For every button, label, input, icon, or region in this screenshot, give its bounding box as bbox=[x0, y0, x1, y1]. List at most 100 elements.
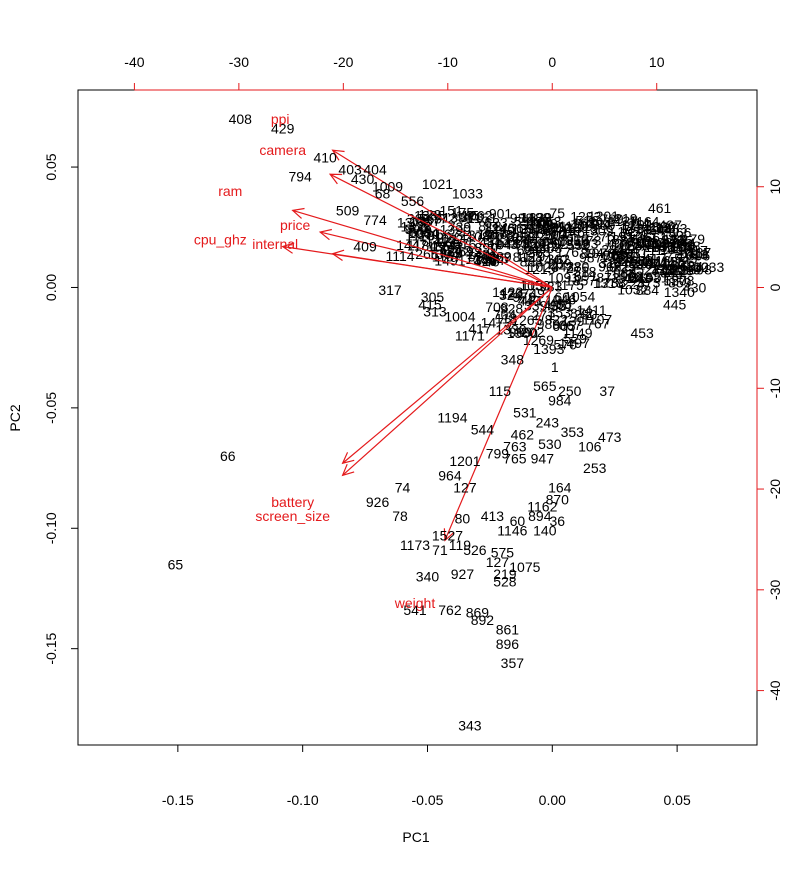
overplot-label: 987 bbox=[579, 249, 603, 265]
loading-arrowhead-ram bbox=[291, 207, 305, 219]
overplot-label: 1110 bbox=[405, 228, 434, 244]
overplot-label: 1013 bbox=[677, 247, 708, 263]
point-label: 80 bbox=[455, 511, 471, 527]
overplot-label: 989 bbox=[537, 316, 561, 332]
overplot-label: 485 bbox=[527, 214, 551, 230]
overplot-label: 851 bbox=[652, 239, 676, 255]
overplot-label: 872 bbox=[570, 305, 594, 321]
right-axis: -40 -30 -20 -10 0 10 bbox=[756, 179, 783, 701]
overplot-label: 1100 bbox=[631, 257, 661, 273]
overplot-label: 314 bbox=[599, 255, 623, 271]
loading-arrow-internal bbox=[332, 253, 553, 289]
loading-arrow-price bbox=[320, 231, 553, 289]
top-tick-label: -10 bbox=[438, 54, 458, 70]
overplot-label: 909 bbox=[620, 268, 644, 284]
overplot-label: 678 bbox=[490, 227, 514, 243]
overplot-label: 1381 bbox=[600, 249, 631, 265]
overplot-label: 623 bbox=[484, 214, 508, 230]
overplot-label: 1464 bbox=[473, 252, 504, 268]
point-label: 115 bbox=[489, 383, 512, 399]
overplot-label: 120 bbox=[499, 286, 523, 302]
point-label: 413 bbox=[481, 508, 505, 524]
overplot-label: 914 bbox=[627, 215, 651, 231]
overplot-label: 370 bbox=[416, 226, 440, 242]
y-axis-title: PC2 bbox=[7, 404, 23, 431]
loading-label-ram: ram bbox=[218, 183, 242, 199]
overplot-label: 1117 bbox=[649, 219, 678, 235]
loading-labels: ppi camera ram price cpu_ghz internal batterys… bbox=[194, 111, 436, 611]
overplot-label: 1217 bbox=[606, 259, 637, 275]
point-label: 462 bbox=[511, 426, 535, 442]
overplot-label: 757 bbox=[603, 248, 627, 264]
overplot-label: 268 bbox=[648, 221, 672, 237]
overplot-label: 1147 bbox=[604, 266, 634, 282]
overplot-label: 989 bbox=[509, 324, 533, 340]
overplot-label: 1120 bbox=[559, 218, 589, 234]
overplot-label: 708 bbox=[485, 299, 509, 315]
overplot-label: 923 bbox=[662, 235, 686, 251]
overplot-label: 118 bbox=[495, 310, 518, 326]
overplot-label: 971 bbox=[661, 232, 685, 248]
overplot-label: 1318 bbox=[593, 275, 624, 291]
overplot-label: 139 bbox=[561, 313, 585, 329]
overplot-label: 1080 bbox=[531, 235, 562, 251]
point-label: 869 bbox=[466, 605, 490, 621]
overplot-label: 812 bbox=[513, 249, 537, 265]
overplot-label: 424 bbox=[607, 236, 631, 252]
point-label: 127 bbox=[453, 479, 477, 495]
overplot-label: 928 bbox=[500, 301, 524, 317]
point-label: 1300 bbox=[507, 325, 538, 341]
overplot-label: 142 bbox=[662, 262, 686, 278]
overplot-label: 1215 bbox=[524, 261, 555, 277]
overplot-label: 858 bbox=[511, 230, 535, 246]
loading-arrowhead-screen-size bbox=[341, 463, 355, 477]
overplot-label: 850 bbox=[548, 220, 572, 236]
overplot-label: 1091 bbox=[511, 221, 542, 237]
point-label: 1114 bbox=[385, 248, 414, 264]
overplot-label: 102 bbox=[686, 259, 710, 275]
point-label: 1075 bbox=[509, 559, 540, 575]
overplot-label: 557 bbox=[664, 273, 688, 289]
point-label: 243 bbox=[536, 414, 560, 430]
overplot-label: 472 bbox=[408, 218, 432, 234]
overplot-label: 693 bbox=[458, 244, 482, 260]
overplot-label: 239 bbox=[548, 256, 572, 272]
y-tick-label: 0.05 bbox=[43, 153, 59, 180]
overplot-label: 443 bbox=[518, 293, 542, 309]
point-label: 947 bbox=[531, 450, 555, 466]
overplot-label: 206 bbox=[508, 228, 532, 244]
overplot-label: 1179 bbox=[405, 227, 435, 243]
overplot-label: 179 bbox=[682, 231, 706, 247]
overplot-label: 1208 bbox=[663, 272, 694, 288]
overplot-label: 1070 bbox=[584, 245, 615, 261]
overplot-label: 694 bbox=[517, 242, 541, 258]
point-label: 340 bbox=[416, 568, 440, 584]
top-tick-label: -40 bbox=[124, 54, 144, 70]
loading-arrow-ram bbox=[292, 209, 553, 289]
overplot-label: 441 bbox=[660, 254, 684, 270]
overplot-label: 283 bbox=[527, 244, 551, 260]
overplot-label: 499 bbox=[672, 237, 696, 253]
overplot-label: 943 bbox=[495, 236, 519, 252]
overplot-label: 944 bbox=[672, 235, 696, 251]
top-tick-label: 0 bbox=[548, 54, 556, 70]
point-label: 530 bbox=[538, 436, 562, 452]
y-tick-label: -0.15 bbox=[43, 633, 59, 665]
overplot-label: 1006 bbox=[636, 235, 667, 251]
overplot-label: 108 bbox=[634, 235, 658, 251]
point-label: 313 bbox=[423, 304, 447, 320]
overplot-label: 1387 bbox=[604, 231, 635, 247]
point-label: 1146 bbox=[497, 523, 527, 539]
point-label: 528 bbox=[493, 573, 517, 589]
overplot-label: 278 bbox=[609, 255, 633, 271]
overplot-label: 1175 bbox=[554, 277, 584, 293]
x-tick-label: -0.15 bbox=[162, 792, 194, 808]
overplot-label: 387 bbox=[688, 245, 712, 261]
overplot-label: 979 bbox=[513, 289, 537, 305]
point-label: 473 bbox=[598, 429, 622, 445]
overplot-label: 324 bbox=[499, 287, 523, 303]
overplot-label: 1214 bbox=[619, 220, 650, 236]
point-label: 1527 bbox=[432, 527, 463, 543]
overplot-label: 959 bbox=[592, 217, 616, 233]
overplot-label: 715 bbox=[552, 223, 576, 239]
